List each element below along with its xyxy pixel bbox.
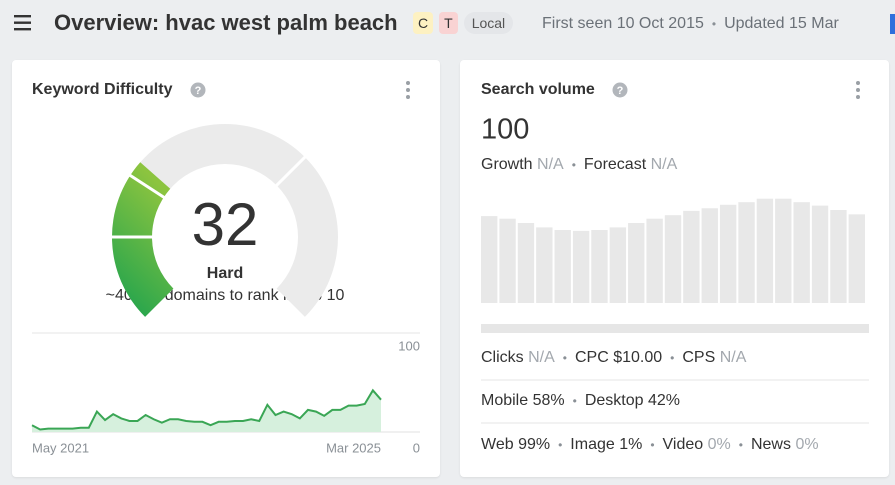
- kd-level: Hard: [207, 265, 243, 282]
- cut-off-link: [890, 14, 895, 34]
- trend-area: [32, 390, 381, 432]
- gauge-gap: [274, 155, 307, 188]
- metric-value: $10.00: [613, 349, 663, 366]
- kd-score: 32: [192, 191, 259, 258]
- bar: [536, 227, 553, 303]
- trend-line: [31, 388, 382, 431]
- gauge-fill: [111, 162, 174, 317]
- badge: T: [439, 12, 458, 34]
- kebab-menu[interactable]: [406, 81, 410, 99]
- updated: Updated 15 Mar: [724, 15, 839, 32]
- bar: [481, 216, 498, 303]
- bar: [683, 210, 700, 303]
- bar: [848, 214, 865, 303]
- bar: [628, 223, 645, 303]
- help-icon-text: ?: [195, 85, 202, 97]
- metric-value: N/A: [528, 349, 555, 366]
- bar: [811, 205, 829, 303]
- x-label: Mar 2025: [326, 440, 381, 455]
- metric-row: Web 99% • Image 1% • Video 0% • News 0%: [481, 435, 819, 455]
- bar: [830, 209, 847, 303]
- metric-row: Clicks N/A • CPC $10.00 • CPS N/A: [481, 348, 746, 368]
- kebab-menu[interactable]: [856, 81, 860, 99]
- metric-label: Image: [570, 436, 615, 453]
- scrollbar[interactable]: [481, 324, 869, 333]
- metric-label: Desktop: [584, 392, 644, 409]
- metric-value: 1%: [619, 436, 643, 453]
- bar: [517, 223, 535, 303]
- bar: [609, 227, 627, 303]
- metric-value: 0%: [707, 436, 731, 453]
- bar: [646, 218, 663, 303]
- metric-value: 58%: [532, 392, 565, 409]
- label: Forecast: [583, 156, 647, 173]
- bar: [793, 202, 810, 303]
- separator: •: [738, 438, 743, 452]
- metric-label: CPS: [682, 349, 716, 366]
- bar: [554, 229, 571, 303]
- separator: •: [558, 438, 563, 452]
- growth-row: Growth N/A • Forecast N/A: [481, 155, 677, 175]
- y-tick-label: 0: [413, 440, 420, 455]
- value: N/A: [650, 156, 678, 173]
- metric-label: CPC: [575, 349, 609, 366]
- metric-label: Mobile: [481, 392, 529, 409]
- meta: First seen 10 Oct 2015 • Updated 15 Mar: [542, 15, 839, 33]
- metric-label: Web: [481, 436, 514, 453]
- metric-value: 0%: [795, 436, 819, 453]
- page-title: Overview: hvac west palm beach: [54, 10, 398, 35]
- bar: [775, 198, 792, 303]
- separator: •: [670, 351, 675, 365]
- y-tick-label: 100: [398, 338, 420, 353]
- gauge-gap: [128, 173, 166, 200]
- metric-value: N/A: [719, 349, 747, 366]
- card-title: Keyword Difficulty: [32, 81, 173, 98]
- metric-label: Video: [662, 436, 704, 453]
- bar: [756, 198, 774, 303]
- bar: [572, 230, 590, 303]
- metric-label: Clicks: [481, 349, 524, 366]
- bar: [738, 202, 755, 303]
- search-volume-value: 100: [481, 114, 529, 146]
- metric-row: Mobile 58% • Desktop 42%: [481, 391, 680, 411]
- badges: C T Local: [413, 12, 519, 34]
- badge: Local: [463, 12, 514, 34]
- metric-label: News: [750, 436, 791, 453]
- bar: [664, 215, 682, 303]
- separator: •: [571, 158, 576, 172]
- separator: •: [572, 394, 577, 408]
- metric-value: 99%: [518, 436, 551, 453]
- label: Growth: [481, 156, 533, 173]
- help-icon-text: ?: [617, 85, 624, 97]
- bar: [719, 204, 737, 303]
- badge: C: [413, 12, 434, 34]
- x-label: May 2021: [32, 440, 89, 455]
- gauge-track: [112, 124, 338, 317]
- bar: [591, 229, 608, 303]
- card-title: Search volume: [481, 81, 595, 98]
- help-icon[interactable]: [612, 82, 628, 98]
- help-icon[interactable]: [190, 82, 206, 98]
- separator: •: [562, 351, 567, 365]
- metric-value: 42%: [647, 392, 681, 409]
- separator: •: [650, 438, 655, 452]
- bar: [499, 218, 516, 303]
- menu-icon[interactable]: [12, 13, 34, 33]
- bar: [701, 208, 718, 303]
- value: N/A: [537, 156, 564, 173]
- separator: •: [711, 17, 717, 31]
- first-seen: First seen 10 Oct 2015: [542, 15, 704, 32]
